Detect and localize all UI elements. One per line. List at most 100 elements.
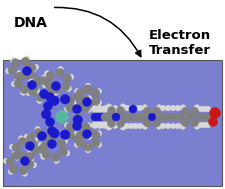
Circle shape [97, 105, 104, 112]
Circle shape [144, 119, 151, 127]
Circle shape [112, 105, 119, 112]
Circle shape [14, 77, 20, 82]
Circle shape [85, 83, 91, 89]
Circle shape [24, 56, 30, 61]
Circle shape [26, 152, 32, 157]
Circle shape [45, 92, 54, 101]
Circle shape [8, 169, 14, 174]
Circle shape [128, 113, 135, 121]
Circle shape [75, 139, 81, 145]
Circle shape [64, 123, 70, 128]
Circle shape [66, 86, 72, 91]
Circle shape [85, 147, 91, 153]
Circle shape [50, 129, 59, 138]
Circle shape [47, 139, 56, 149]
Circle shape [66, 104, 74, 112]
Circle shape [198, 122, 204, 128]
Circle shape [18, 136, 24, 141]
Circle shape [74, 135, 82, 143]
Circle shape [27, 146, 32, 151]
Circle shape [205, 106, 211, 112]
Circle shape [117, 119, 124, 128]
Circle shape [35, 126, 40, 132]
Circle shape [112, 122, 119, 129]
Circle shape [31, 162, 37, 168]
Circle shape [58, 67, 63, 72]
Circle shape [42, 150, 51, 159]
Circle shape [38, 132, 47, 140]
Circle shape [36, 93, 45, 101]
Circle shape [194, 105, 200, 110]
Circle shape [18, 137, 27, 146]
Circle shape [92, 122, 99, 129]
Circle shape [40, 154, 46, 160]
Circle shape [165, 105, 171, 111]
Circle shape [27, 81, 36, 90]
Circle shape [101, 113, 109, 121]
Circle shape [34, 76, 42, 85]
Circle shape [40, 142, 49, 150]
Circle shape [3, 158, 9, 164]
Circle shape [106, 105, 113, 112]
Circle shape [75, 90, 81, 96]
Circle shape [45, 90, 54, 99]
Circle shape [163, 114, 169, 120]
Circle shape [142, 124, 148, 129]
Circle shape [83, 129, 92, 139]
Circle shape [85, 105, 91, 111]
Circle shape [86, 123, 92, 128]
Circle shape [101, 105, 108, 112]
Circle shape [42, 74, 47, 80]
Circle shape [52, 153, 60, 162]
Circle shape [39, 77, 45, 83]
Circle shape [177, 113, 185, 121]
Circle shape [63, 74, 72, 82]
Circle shape [9, 165, 18, 173]
Circle shape [28, 139, 37, 147]
Circle shape [86, 134, 92, 139]
Circle shape [96, 131, 102, 136]
Circle shape [47, 82, 56, 90]
Circle shape [40, 150, 45, 156]
Circle shape [191, 119, 198, 127]
Circle shape [82, 96, 90, 104]
Circle shape [120, 125, 126, 130]
Circle shape [64, 96, 70, 101]
Circle shape [137, 105, 143, 111]
Circle shape [24, 71, 33, 79]
Circle shape [73, 115, 83, 125]
Circle shape [133, 105, 138, 111]
Circle shape [92, 139, 100, 147]
Circle shape [82, 104, 90, 112]
Circle shape [12, 151, 21, 160]
Circle shape [74, 131, 80, 136]
Circle shape [205, 122, 211, 128]
Circle shape [30, 79, 38, 88]
Circle shape [75, 112, 81, 118]
Circle shape [75, 117, 81, 123]
Circle shape [139, 113, 147, 121]
Circle shape [50, 142, 56, 148]
Circle shape [202, 106, 207, 112]
Circle shape [120, 104, 126, 109]
Circle shape [174, 113, 182, 121]
Circle shape [64, 107, 70, 112]
Circle shape [164, 113, 172, 121]
Circle shape [53, 90, 58, 95]
Circle shape [156, 105, 162, 110]
Circle shape [128, 123, 134, 129]
Circle shape [57, 139, 66, 148]
Circle shape [66, 131, 74, 139]
Circle shape [97, 122, 104, 129]
Circle shape [124, 123, 130, 129]
Circle shape [72, 122, 81, 130]
Circle shape [6, 157, 14, 166]
Circle shape [28, 157, 34, 162]
Circle shape [96, 100, 102, 105]
Circle shape [30, 69, 36, 74]
Circle shape [112, 114, 119, 121]
Circle shape [85, 125, 91, 131]
Circle shape [5, 68, 11, 74]
Circle shape [28, 88, 37, 96]
Circle shape [19, 166, 28, 175]
